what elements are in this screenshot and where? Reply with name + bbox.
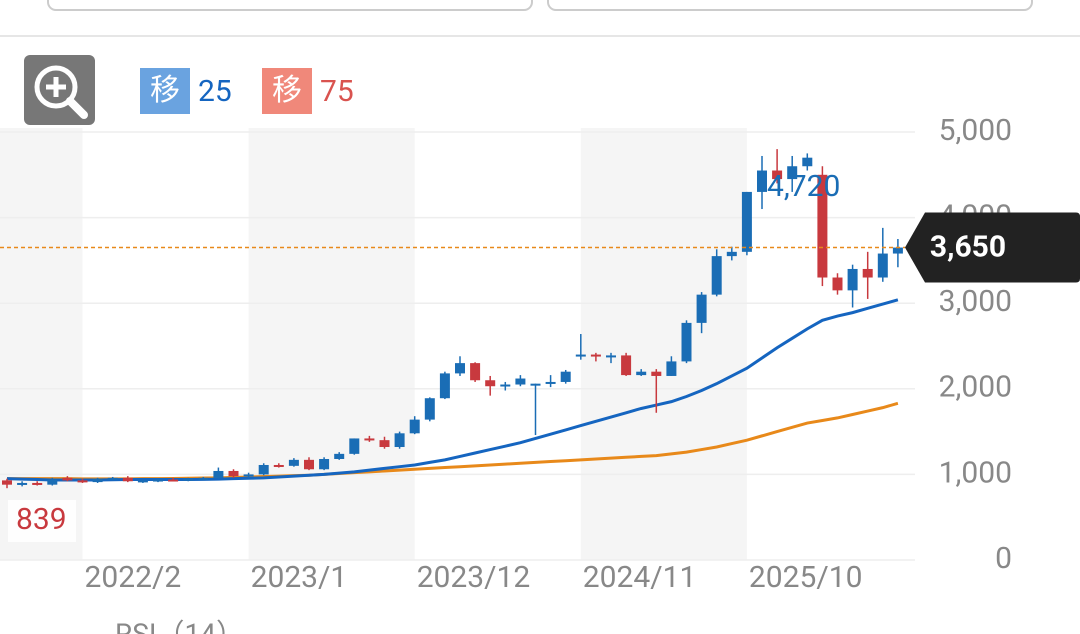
candle-body bbox=[364, 438, 375, 441]
price-tag-label: 3,650 bbox=[930, 229, 1006, 264]
candle-body bbox=[92, 478, 103, 483]
candle-body bbox=[47, 479, 58, 485]
candle-body bbox=[621, 355, 632, 376]
candle-body bbox=[560, 371, 571, 382]
candle-body bbox=[198, 477, 209, 480]
candle-body bbox=[349, 438, 360, 454]
ma-line bbox=[6, 298, 899, 482]
candle-body bbox=[530, 383, 541, 386]
candle-body bbox=[213, 470, 224, 478]
x-tick-label: 2025/10 bbox=[749, 560, 863, 595]
zoom-button[interactable] bbox=[24, 55, 95, 125]
y-tick-label: 5,000 bbox=[939, 113, 1012, 148]
candle-body bbox=[726, 251, 737, 257]
legend-badge-text: 移 bbox=[150, 73, 180, 108]
candle-body bbox=[304, 459, 314, 470]
candle-body bbox=[892, 247, 903, 254]
candle-body bbox=[485, 380, 496, 387]
candle-body bbox=[107, 477, 118, 480]
band bbox=[580, 128, 747, 560]
price-tag bbox=[905, 212, 1080, 283]
candle-body bbox=[696, 294, 707, 323]
ma-line bbox=[7, 401, 899, 481]
candle-body bbox=[409, 419, 420, 434]
candle-body bbox=[877, 253, 888, 278]
candle-body bbox=[636, 371, 647, 376]
candle-body bbox=[757, 170, 767, 192]
candle-body bbox=[470, 363, 481, 381]
plot bbox=[2, 149, 903, 489]
candle-body bbox=[153, 479, 163, 482]
candle-body bbox=[439, 373, 450, 399]
candle-body bbox=[288, 459, 299, 466]
candle-body bbox=[651, 371, 662, 376]
candle-body bbox=[334, 453, 345, 459]
candle-body bbox=[32, 482, 43, 485]
band bbox=[0, 128, 83, 560]
candle-body bbox=[515, 378, 526, 385]
annotation: 839 bbox=[16, 502, 67, 537]
candle-body bbox=[545, 381, 556, 384]
candle-body bbox=[137, 480, 148, 483]
candle-body bbox=[319, 458, 330, 470]
candle-body bbox=[590, 354, 601, 357]
y-tick-label: 0 bbox=[995, 541, 1012, 576]
candle-body bbox=[424, 398, 435, 420]
candle-body bbox=[77, 480, 88, 483]
candle-body bbox=[832, 277, 843, 291]
candle-body bbox=[258, 464, 269, 475]
legend-badge-text: 移 bbox=[272, 73, 302, 108]
bands bbox=[0, 128, 915, 561]
candle-body bbox=[17, 482, 28, 485]
candle-body bbox=[847, 268, 858, 291]
y-tick-label: 3,000 bbox=[939, 284, 1012, 319]
legend-badge bbox=[262, 68, 312, 114]
top-button[interactable] bbox=[47, 0, 533, 11]
candle-body bbox=[228, 470, 239, 477]
candle-body bbox=[862, 268, 873, 278]
x-tick-label: 2023/12 bbox=[417, 560, 531, 595]
zoom-handle bbox=[66, 97, 88, 119]
candle-body bbox=[681, 322, 692, 362]
candle-body bbox=[273, 464, 284, 467]
legend-label: 75 bbox=[320, 74, 354, 109]
candle-body bbox=[741, 191, 752, 252]
candle-body bbox=[666, 361, 677, 376]
legend-label: 25 bbox=[198, 74, 232, 109]
y-tick-label: 1,000 bbox=[939, 455, 1012, 490]
candle-body bbox=[575, 354, 586, 357]
subchart-label: RSI（14） bbox=[115, 617, 244, 634]
candle-body bbox=[62, 477, 73, 481]
candle-body bbox=[787, 166, 798, 180]
legend-badge bbox=[140, 68, 190, 114]
candle-body bbox=[243, 474, 254, 477]
candle-body bbox=[500, 384, 511, 387]
candle-body bbox=[122, 477, 133, 482]
candle-body bbox=[394, 433, 405, 448]
candle-body bbox=[2, 480, 12, 485]
top-button[interactable] bbox=[547, 0, 1033, 11]
candle-body bbox=[817, 174, 828, 278]
annotation: 4,720 bbox=[767, 169, 840, 204]
x-tick-label: 2023/1 bbox=[251, 560, 348, 595]
candle-body bbox=[606, 355, 616, 358]
x-tick-label: 2024/11 bbox=[583, 560, 697, 595]
candle-body bbox=[183, 478, 194, 481]
candle-body bbox=[802, 157, 813, 167]
annotation-bg bbox=[8, 500, 76, 542]
x-tick-label: 2022/2 bbox=[85, 560, 182, 595]
band bbox=[248, 128, 415, 560]
candle-body bbox=[711, 256, 722, 295]
zoom-lens bbox=[34, 65, 78, 109]
candle-body bbox=[455, 363, 465, 374]
candle-body bbox=[379, 440, 390, 448]
y-tick-label: 2,000 bbox=[939, 370, 1012, 405]
candle-body bbox=[168, 479, 179, 482]
candle-body bbox=[772, 170, 783, 180]
